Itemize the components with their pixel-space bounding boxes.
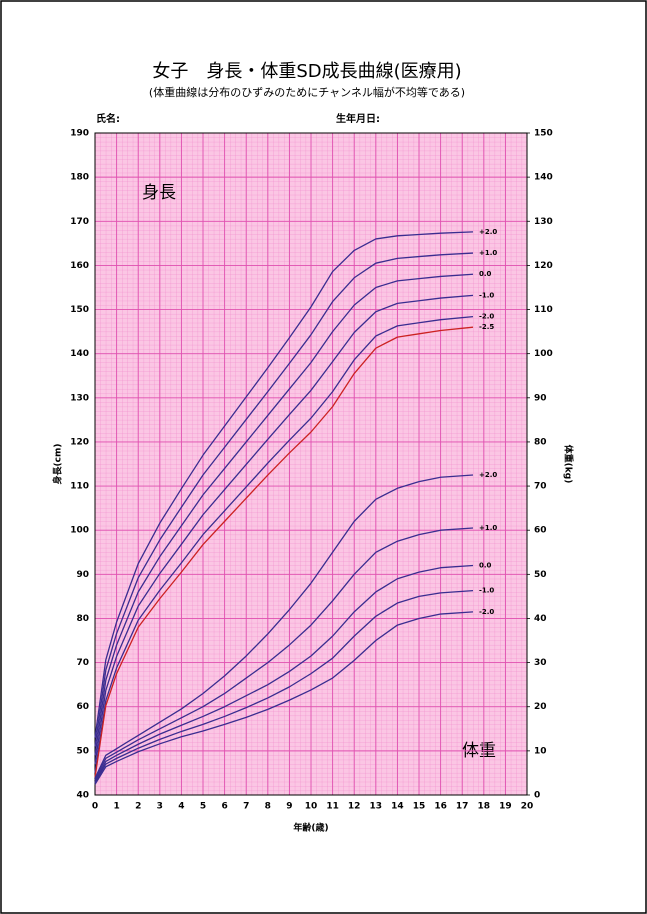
y-tick-label: 70 <box>76 658 89 668</box>
y2-tick-label: 10 <box>534 746 547 756</box>
x-tick-label: 7 <box>243 802 249 812</box>
curve <box>94 590 474 784</box>
y2-tick-label: 90 <box>534 393 547 403</box>
y-tick-label: 150 <box>70 305 89 315</box>
name-label: 氏名: <box>96 112 120 125</box>
y2-tick-label: 100 <box>534 349 553 359</box>
y2-tick-label: 130 <box>534 217 553 227</box>
curve <box>94 231 474 738</box>
x-tick-label: 18 <box>478 802 491 812</box>
y2-tick-label: 50 <box>534 570 547 580</box>
y-tick-label: 100 <box>70 526 89 536</box>
curve <box>94 564 474 783</box>
curve <box>94 326 474 778</box>
x-tick-label: 14 <box>391 802 404 812</box>
x-tick-label: 19 <box>499 802 512 812</box>
y2-axis-label: 体重(kg) <box>563 445 575 484</box>
x-tick-label: 8 <box>265 802 271 812</box>
y-tick-label: 60 <box>76 702 89 712</box>
x-tick-label: 13 <box>370 802 383 812</box>
y2-tick-label: 30 <box>534 658 547 668</box>
curve-label: -1.0 <box>479 587 494 595</box>
curve-label: 0.0 <box>479 270 492 278</box>
x-tick-label: 9 <box>286 802 292 812</box>
curve-label: -2.0 <box>479 313 494 321</box>
x-tick-label: 20 <box>521 802 534 812</box>
x-tick-label: 2 <box>135 802 141 812</box>
y-tick-label: 170 <box>70 217 89 227</box>
x-tick-label: 5 <box>200 802 206 812</box>
y-tick-label: 180 <box>70 173 89 183</box>
y-tick-label: 110 <box>70 482 89 492</box>
curve-label: +2.0 <box>479 471 497 479</box>
chart-subtitle: (体重曲線は分布のひずみのためにチャンネル幅が不均等である) <box>149 85 465 99</box>
x-tick-label: 0 <box>92 802 98 812</box>
curve <box>94 474 474 779</box>
y2-tick-label: 0 <box>534 791 540 801</box>
y-tick-label: 90 <box>76 570 89 580</box>
x-tick-label: 1 <box>113 802 119 812</box>
curve-label: +2.0 <box>479 228 497 236</box>
y2-tick-label: 140 <box>534 173 553 183</box>
y2-tick-label: 20 <box>534 702 547 712</box>
y2-tick-label: 110 <box>534 305 553 315</box>
x-tick-label: 15 <box>413 802 426 812</box>
y-tick-label: 190 <box>70 129 89 139</box>
x-tick-label: 6 <box>221 802 227 812</box>
y2-tick-label: 70 <box>534 482 547 492</box>
curve-label: -1.0 <box>479 291 494 299</box>
y-tick-label: 50 <box>76 746 89 756</box>
x-tick-label: 10 <box>305 802 318 812</box>
curve-label: +1.0 <box>479 524 497 532</box>
x-axis-label: 年齢(歳) <box>293 822 328 834</box>
y2-tick-label: 150 <box>534 129 553 139</box>
y-tick-label: 160 <box>70 261 89 271</box>
plot-frame <box>94 132 528 796</box>
x-tick-label: 3 <box>157 802 163 812</box>
y-tick-label: 140 <box>70 349 89 359</box>
y2-tick-label: 40 <box>534 614 547 624</box>
x-tick-label: 12 <box>348 802 361 812</box>
y-tick-label: 80 <box>76 614 89 624</box>
curve-label: +1.0 <box>479 249 497 257</box>
y-tick-label: 120 <box>70 437 89 447</box>
curve <box>94 315 474 774</box>
curve-label: 0.0 <box>479 562 492 570</box>
x-tick-label: 4 <box>178 802 184 812</box>
y2-tick-label: 120 <box>534 261 553 271</box>
chart-title: 女子 身長・体重SD成長曲線(医療用) <box>152 61 461 82</box>
curve-label: -2.0 <box>479 608 494 616</box>
height-label: 身長 <box>142 183 176 203</box>
curve <box>94 611 474 785</box>
curve <box>94 527 474 781</box>
curve <box>94 252 474 747</box>
x-tick-label: 16 <box>434 802 447 812</box>
birth-label: 生年月日: <box>336 112 380 125</box>
y-axis-label: 身長(cm) <box>52 444 64 485</box>
y-tick-label: 40 <box>76 791 89 801</box>
x-tick-label: 11 <box>326 802 339 812</box>
curve-label: -2.5 <box>479 323 494 331</box>
y2-tick-label: 60 <box>534 526 547 536</box>
x-tick-label: 17 <box>456 802 469 812</box>
y-tick-label: 130 <box>70 393 89 403</box>
curve <box>94 273 474 756</box>
curve <box>94 294 474 765</box>
y2-tick-label: 80 <box>534 437 547 447</box>
